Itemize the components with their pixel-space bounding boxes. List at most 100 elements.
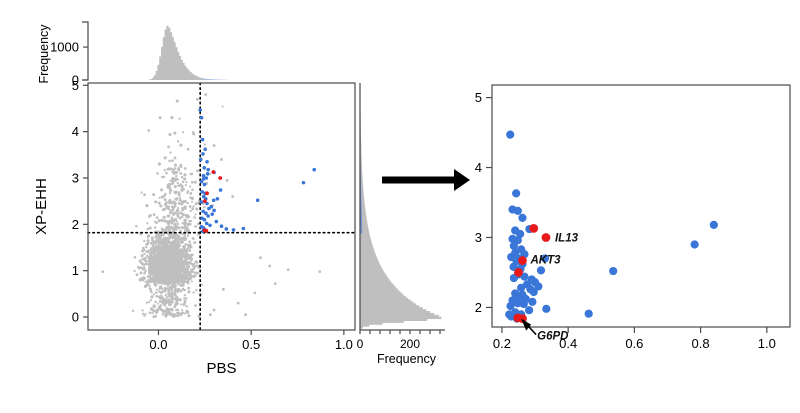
background-point	[147, 250, 150, 254]
background-point	[155, 235, 159, 239]
candidate-point	[201, 152, 205, 156]
transition-arrow-head	[454, 169, 470, 191]
main-y-tick-label: 2	[72, 217, 79, 232]
candidate-point	[219, 224, 224, 228]
background-point	[196, 97, 199, 101]
top-hist-bar	[153, 75, 157, 80]
background-point	[170, 227, 174, 230]
right-hist-overlay-bar	[360, 216, 362, 219]
right-hist-bar	[360, 219, 368, 223]
right-hist-overlay-bar	[360, 229, 363, 232]
background-point	[180, 226, 184, 229]
right-hist-bar	[360, 311, 430, 314]
background-point	[189, 209, 192, 213]
right-hist-bar	[360, 208, 366, 211]
background-point	[154, 300, 157, 304]
background-point	[141, 268, 144, 271]
right-hist-bar	[360, 172, 363, 175]
background-point	[204, 93, 208, 96]
top-hist-overlay-bar	[209, 79, 212, 80]
background-point	[150, 308, 153, 311]
background-point	[154, 268, 158, 272]
background-point	[152, 280, 155, 283]
candidate-point	[609, 266, 618, 276]
background-point	[157, 302, 160, 305]
right-hist-bar	[360, 282, 393, 285]
background-point	[171, 168, 175, 172]
candidate-point	[519, 299, 528, 309]
right-hist-bar	[360, 223, 368, 226]
candidate-point	[204, 176, 209, 180]
background-point	[187, 314, 191, 318]
background-point	[188, 243, 192, 247]
background-point	[183, 220, 187, 224]
background-point	[187, 229, 190, 233]
right-hist-bar	[360, 198, 365, 202]
background-point	[164, 298, 168, 301]
zoom-y-tick-label: 4	[475, 160, 482, 175]
candidate-point	[206, 214, 210, 218]
background-point	[190, 180, 194, 184]
candidate-point	[199, 179, 204, 184]
background-point	[148, 284, 151, 287]
background-point	[177, 168, 181, 172]
background-point	[157, 257, 161, 260]
background-point	[175, 190, 178, 194]
background-point	[193, 271, 197, 274]
background-point	[180, 184, 184, 188]
background-point	[164, 265, 169, 269]
background-point	[176, 289, 180, 293]
background-point	[171, 297, 174, 301]
right-hist-bar	[360, 320, 404, 323]
background-point	[169, 233, 173, 237]
background-point	[144, 269, 147, 273]
candidate-point	[312, 167, 317, 172]
background-point	[163, 274, 166, 277]
background-point	[179, 283, 183, 287]
top-hist-bar	[150, 78, 153, 80]
right-hist-bar	[360, 151, 362, 154]
background-point	[190, 172, 194, 176]
top-hist-bar	[185, 68, 189, 80]
background-point	[176, 140, 180, 143]
background-point	[195, 261, 199, 264]
background-point	[173, 278, 177, 281]
top-hist-overlay-bar	[214, 79, 217, 80]
background-point	[160, 188, 164, 192]
candidate-point	[200, 137, 205, 142]
background-point	[148, 263, 151, 267]
background-point	[143, 284, 147, 288]
background-point	[174, 287, 177, 290]
background-point	[286, 268, 290, 272]
background-point	[170, 300, 173, 303]
background-point	[176, 267, 180, 271]
background-point	[183, 294, 187, 297]
background-point	[169, 292, 172, 296]
background-point	[180, 313, 183, 316]
right-hist-bar	[360, 227, 369, 230]
right-hist-overlay-bar	[360, 212, 362, 215]
background-point	[192, 291, 195, 294]
background-point	[160, 227, 164, 231]
background-point	[156, 252, 160, 255]
background-point	[182, 302, 186, 307]
background-point	[172, 170, 176, 174]
background-point	[169, 250, 172, 254]
zoom-plot-frame	[491, 84, 791, 328]
background-point	[163, 249, 166, 252]
background-point	[143, 252, 146, 255]
right-hist-bar	[360, 231, 370, 234]
background-point	[180, 202, 183, 206]
background-point	[157, 245, 160, 249]
background-point	[171, 201, 174, 205]
background-point	[186, 257, 189, 261]
right-hist-bar	[360, 257, 378, 261]
candidate-point	[201, 194, 206, 199]
background-point	[212, 308, 216, 312]
background-point	[154, 275, 157, 278]
background-point	[178, 196, 182, 199]
background-point	[186, 234, 189, 237]
background-point	[168, 189, 171, 192]
background-point	[169, 183, 173, 186]
background-point	[179, 171, 183, 175]
